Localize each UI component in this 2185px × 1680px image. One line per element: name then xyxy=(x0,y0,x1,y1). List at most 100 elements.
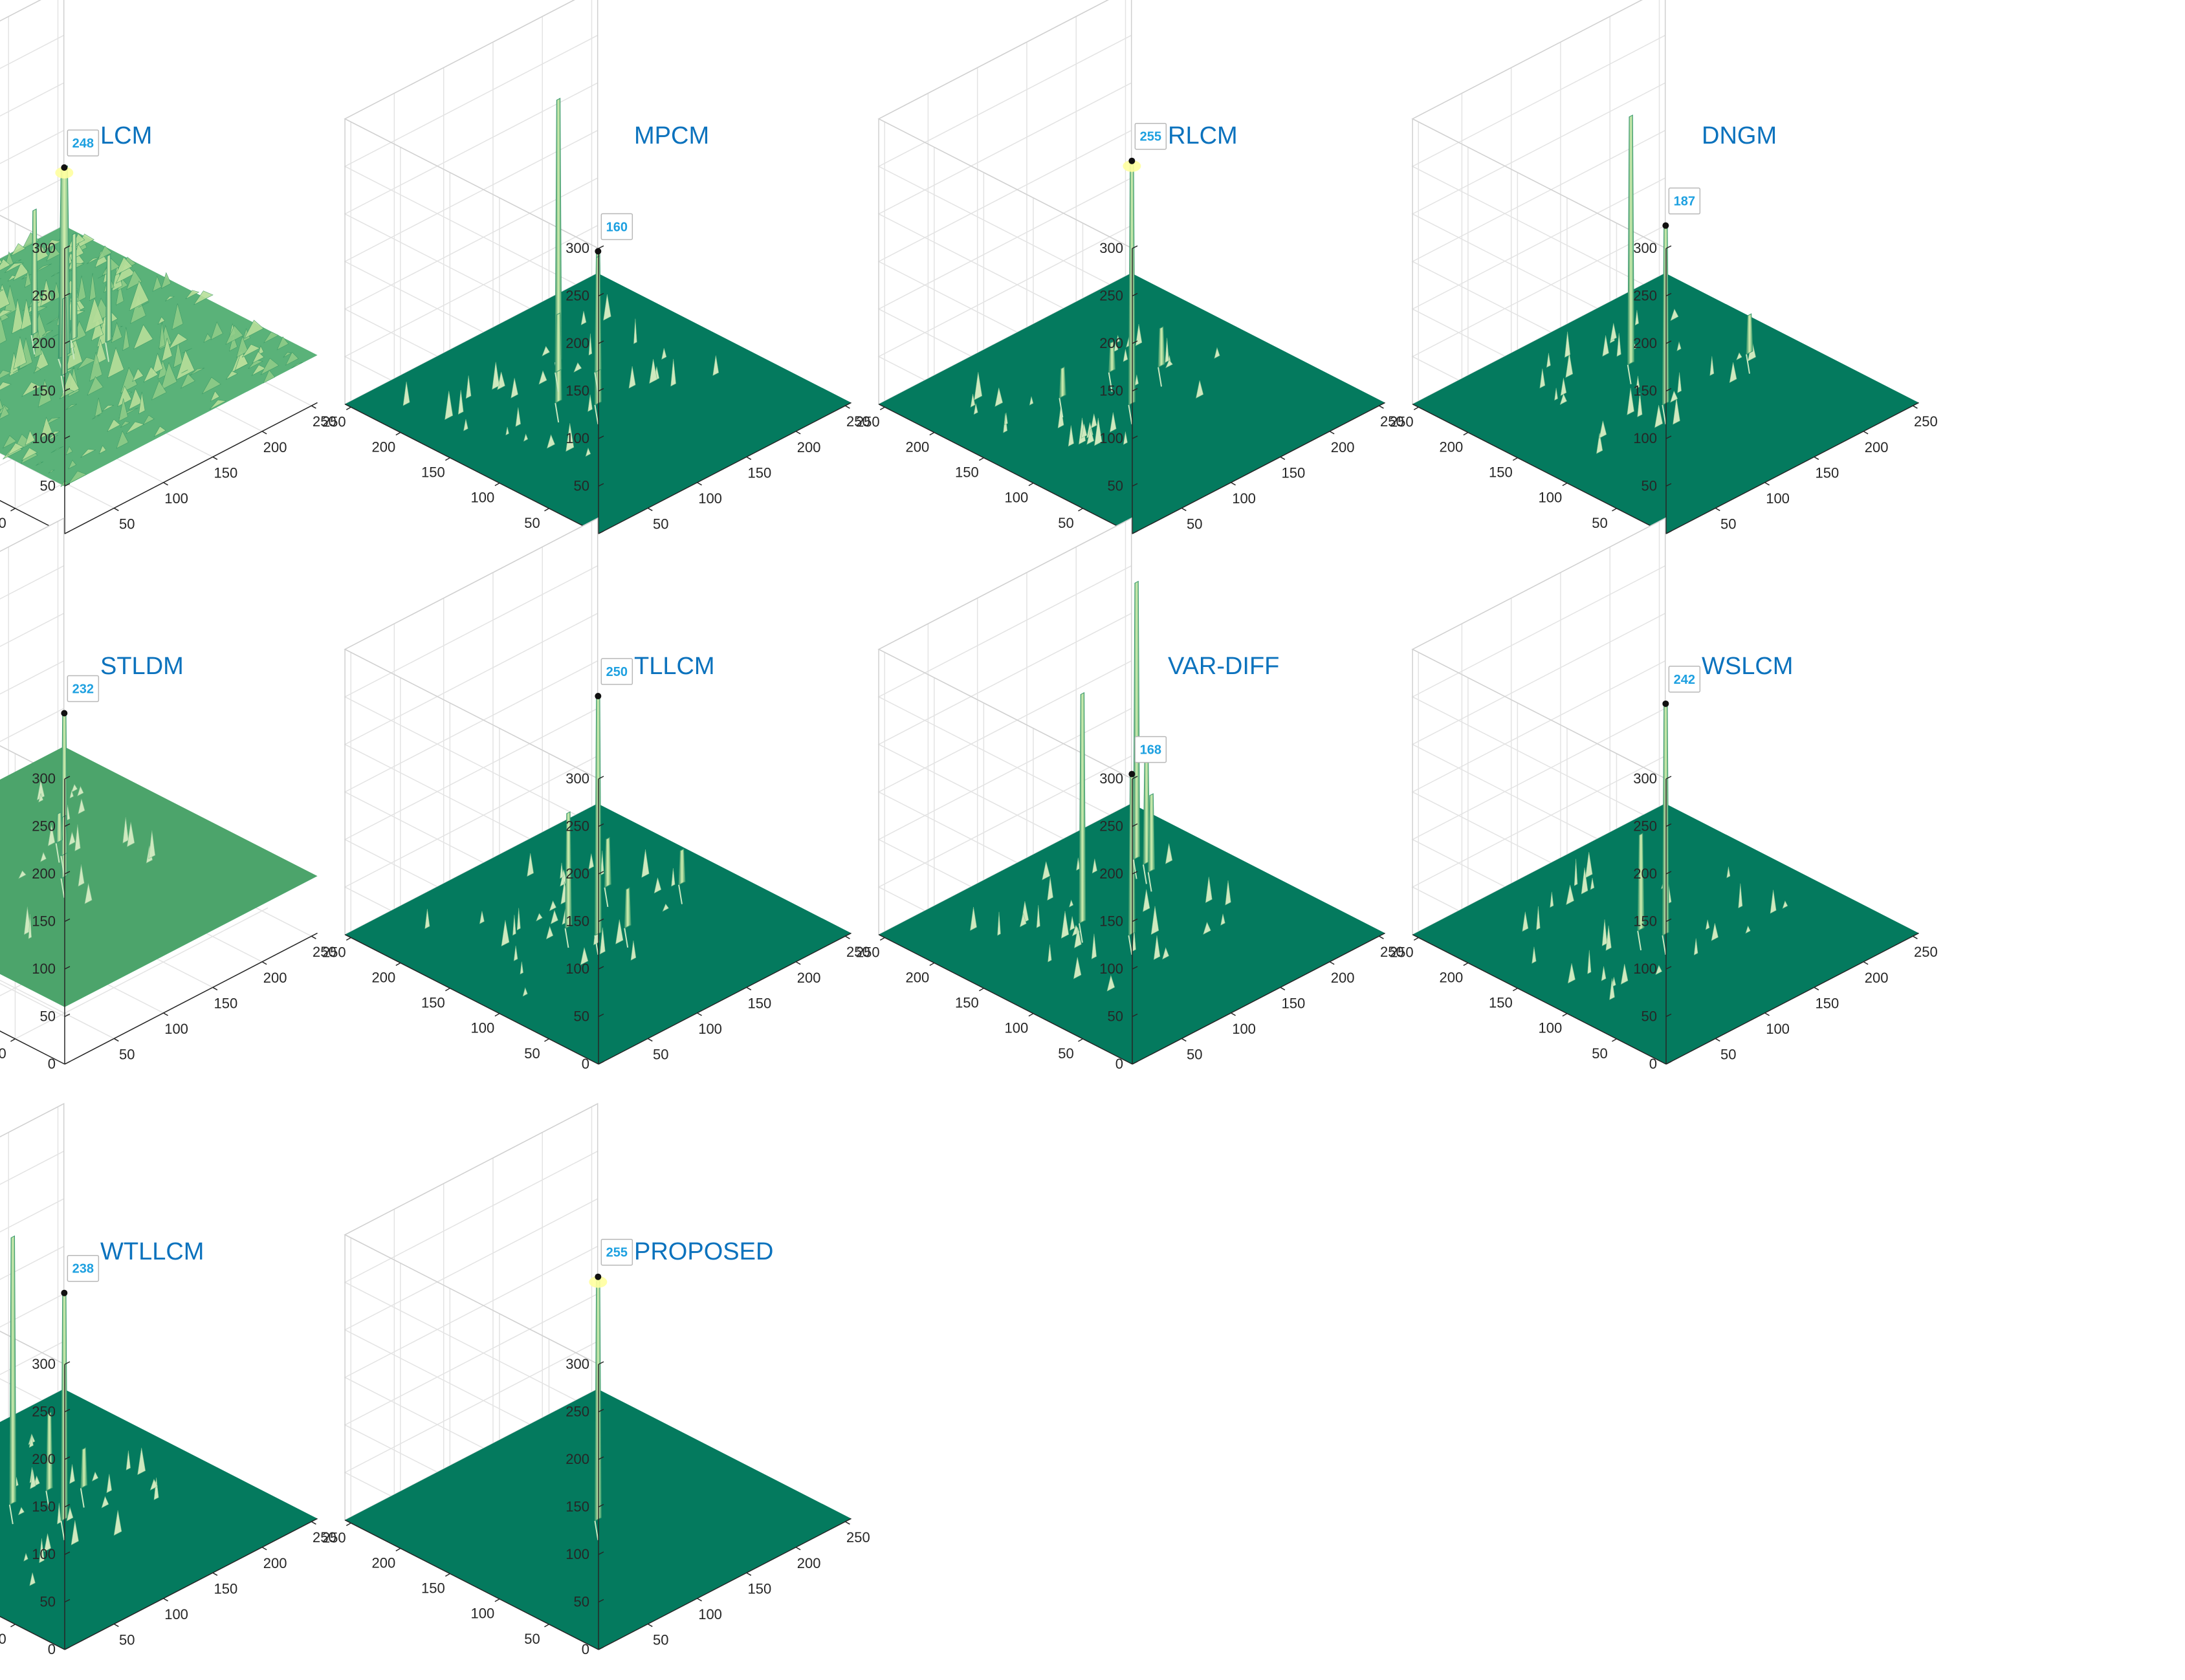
surface-clutter xyxy=(1609,978,1615,1000)
surface-facet xyxy=(210,321,223,340)
surface-facet xyxy=(49,431,60,437)
datatip-marker xyxy=(595,1273,602,1280)
y-axis-line xyxy=(0,500,65,534)
surface-clutter xyxy=(511,378,518,398)
z-tick-label: 300 xyxy=(565,1356,589,1372)
z-tick-mark xyxy=(64,966,71,970)
surface-clutter xyxy=(1574,858,1578,886)
x-tick-label: 100 xyxy=(1232,1021,1256,1037)
datatip-marker xyxy=(1662,222,1669,229)
x-tick-label: 100 xyxy=(164,1021,188,1037)
x-axis-line xyxy=(1665,402,1919,534)
y-tick-mark xyxy=(346,1522,351,1527)
x-tick-mark xyxy=(212,1572,218,1576)
x-tick-label: 150 xyxy=(747,464,771,481)
z-tick-label: 200 xyxy=(32,335,56,351)
y-tick-label: 50 xyxy=(0,1631,6,1647)
surface-clutter xyxy=(536,913,543,922)
surface-clutter xyxy=(1616,333,1621,357)
peak-base xyxy=(1078,923,1083,943)
surface-clutter xyxy=(1069,899,1073,908)
surface-facet xyxy=(159,322,166,349)
x-axis-line xyxy=(64,402,318,534)
x-tick-mark xyxy=(845,1521,850,1525)
surface-facet xyxy=(40,279,52,307)
surface-facet xyxy=(0,258,11,271)
z-tick-label: 150 xyxy=(1099,383,1123,399)
peak-base xyxy=(60,1520,65,1541)
surface-clutter xyxy=(550,910,558,924)
y-axis-line xyxy=(344,403,599,534)
y-tick-label: 250 xyxy=(856,413,880,430)
z-tick-mark xyxy=(1132,245,1138,249)
surface-facet xyxy=(43,239,61,251)
surface-facet xyxy=(65,446,73,455)
z-tick-label: 100 xyxy=(1633,961,1657,977)
surface-clutter xyxy=(585,447,591,457)
surface-clutter xyxy=(1036,905,1040,928)
surface-facet xyxy=(94,397,103,417)
x-tick-label: 50 xyxy=(653,1631,668,1648)
datatip: 242 xyxy=(1662,666,1701,707)
z-tick-label: 150 xyxy=(565,1499,589,1515)
surface-clutter xyxy=(1581,867,1588,895)
z-tick-label: 200 xyxy=(32,1451,56,1467)
surface-facet xyxy=(46,245,61,262)
surface-facet xyxy=(234,349,248,371)
surface-facet xyxy=(168,333,188,350)
y-tick-label: 150 xyxy=(1489,995,1513,1011)
x-tick-mark xyxy=(1181,1038,1187,1042)
datatip-box xyxy=(600,1238,633,1266)
x-tick-label: 100 xyxy=(1232,490,1256,507)
peak-base xyxy=(1128,404,1133,425)
z-tick-mark xyxy=(1665,340,1672,344)
axes-box xyxy=(344,1102,599,1390)
y-axis-line xyxy=(1412,403,1667,534)
peak-base xyxy=(55,843,60,863)
x-tick-mark xyxy=(647,1038,653,1042)
x-axis: 50 100 150 200 250 xyxy=(64,402,336,534)
surface-clutter xyxy=(670,358,676,387)
surface-clutter xyxy=(662,903,669,912)
peak-spike xyxy=(624,887,631,929)
surface-facet xyxy=(210,390,220,402)
x-tick-mark xyxy=(1379,405,1384,409)
y-tick-label: 200 xyxy=(905,439,929,455)
surface-clutter xyxy=(43,1533,51,1552)
peak-base xyxy=(1147,872,1152,892)
z-tick-mark xyxy=(1665,871,1672,875)
z-tick-label: 100 xyxy=(565,430,589,446)
surface-facet xyxy=(291,362,303,369)
surface-facet xyxy=(68,459,77,470)
z-tick-label: 0 xyxy=(1649,1056,1657,1072)
x-tick-mark xyxy=(113,1623,119,1628)
surface-clutter xyxy=(1110,412,1117,433)
surface-facet xyxy=(102,405,114,412)
y-tick-mark xyxy=(1413,406,1419,411)
surface-clutter xyxy=(633,318,637,344)
z-tick-label: 100 xyxy=(32,961,56,977)
panel-tllcm: 0 50 100 150 200 250 300 50 100 150 200 250 50 100 150… xyxy=(322,517,870,1072)
axes-box xyxy=(344,0,599,274)
surface-facet xyxy=(0,289,4,292)
peak-spike xyxy=(1158,326,1165,368)
x-tick-mark xyxy=(163,1598,168,1602)
peak-base xyxy=(564,928,569,948)
y-tick-mark xyxy=(1513,457,1518,461)
surface-clutter xyxy=(505,426,509,436)
surface-clutter xyxy=(661,348,667,360)
surface-clutter xyxy=(463,419,468,431)
x-tick-mark xyxy=(1863,961,1869,965)
surface-facet xyxy=(118,398,128,422)
y-tick-mark xyxy=(395,962,401,966)
x-axis-line xyxy=(1665,932,1919,1065)
y-tick-label: 100 xyxy=(471,490,495,506)
surface-facet xyxy=(132,368,144,382)
y-axis-line xyxy=(878,403,1133,534)
z-tick-label: 300 xyxy=(1099,770,1123,787)
x-axis-line xyxy=(64,932,318,1065)
surface-clutter xyxy=(1070,916,1075,931)
z-tick-mark xyxy=(64,483,71,487)
